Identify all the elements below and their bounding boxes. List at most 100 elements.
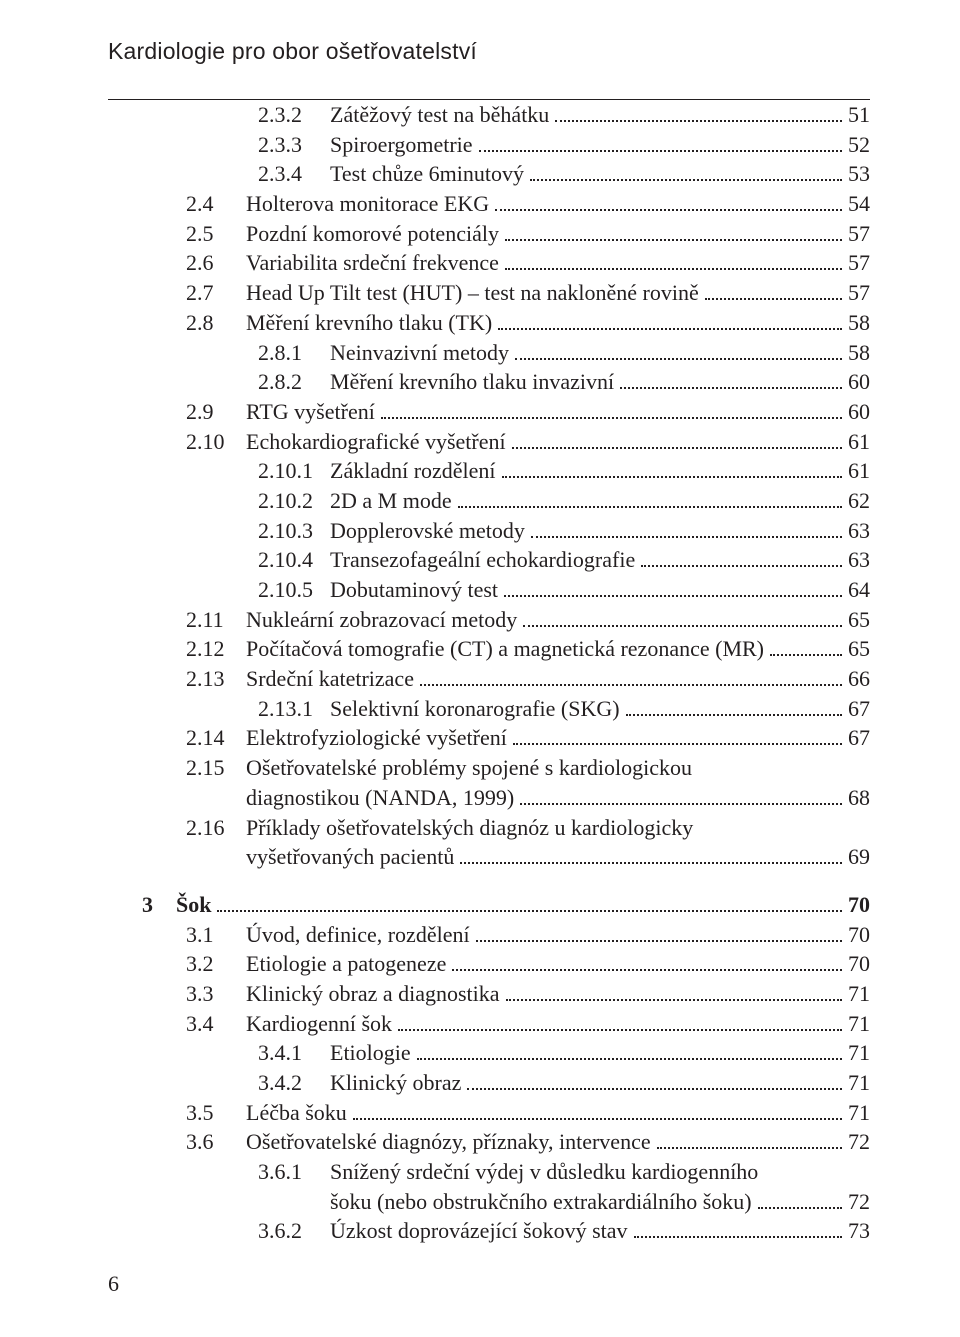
toc-leader <box>626 702 842 716</box>
toc-entry-number: 2.13.1 <box>258 694 330 724</box>
toc-entry-title: Příklady ošetřovatelských diagnóz u kard… <box>246 813 693 843</box>
toc-entry: 2.14Elektrofyziologické vyšetření67 <box>186 723 870 753</box>
toc-entry: 2.10.3Dopplerovské metody63 <box>186 516 870 546</box>
toc-entry: 3.4.1Etiologie 71 <box>186 1038 870 1068</box>
toc-entry-title: Spiroergometrie <box>330 130 473 160</box>
toc-entry: 3.4Kardiogenní šok71 <box>186 1009 870 1039</box>
toc-entry-number: 2.8 <box>186 308 246 338</box>
toc-entry-title: Šok <box>176 890 211 920</box>
toc-entry-number: 2.6 <box>186 248 246 278</box>
toc-entry-number: 3.4 <box>186 1009 246 1039</box>
toc-entry-number: 2.5 <box>186 219 246 249</box>
toc-entry-continuation: vyšetřovaných pacientů69 <box>186 842 870 872</box>
toc-entry-title: 2D a M mode <box>330 486 452 516</box>
toc-entry-page: 63 <box>846 545 870 575</box>
toc-entry: 2.3.4Test chůze 6minutový53 <box>186 159 870 189</box>
toc-entry-title: Počítačová tomografie (CT) a magnetická … <box>246 634 764 664</box>
toc-entry-title: RTG vyšetření <box>246 397 375 427</box>
running-head: Kardiologie pro obor ošetřovatelství <box>108 38 870 65</box>
toc-leader <box>452 957 842 971</box>
toc-entry-continuation: šoku (nebo obstrukčního extrakardiálního… <box>186 1187 870 1217</box>
toc-entry-number: 2.3.3 <box>258 130 330 160</box>
toc-entry-number: 2.14 <box>186 723 246 753</box>
toc-entry-number: 2.3.2 <box>258 100 330 130</box>
toc-leader <box>504 583 842 597</box>
toc-entry: 2.16Příklady ošetřovatelských diagnóz u … <box>186 813 870 843</box>
toc-entry-number: 2.9 <box>186 397 246 427</box>
toc-entry-number: 3.6.2 <box>258 1216 330 1246</box>
toc-leader <box>620 375 842 389</box>
toc-entry-page: 66 <box>846 664 870 694</box>
toc-leader <box>513 731 842 745</box>
toc-leader <box>217 898 842 912</box>
toc-entry-page: 67 <box>846 694 870 724</box>
toc-chapter-gap <box>186 872 870 890</box>
toc-entry-title: Měření krevního tlaku invazivní <box>330 367 614 397</box>
toc-leader <box>523 613 842 627</box>
toc-entry-number: 2.11 <box>186 605 246 635</box>
toc-leader <box>531 524 842 538</box>
toc-entry-title: Pozdní komorové potenciály <box>246 219 499 249</box>
toc-entry-number: 3.2 <box>186 949 246 979</box>
toc-entry-number: 2.10 <box>186 427 246 457</box>
toc-entry: 2.10Echokardiografické vyšetření61 <box>186 427 870 457</box>
toc-entry: 2.5Pozdní komorové potenciály57 <box>186 219 870 249</box>
toc-entry-page: 68 <box>846 783 870 813</box>
toc-entry-title: Head Up Tilt test (HUT) – test na naklon… <box>246 278 699 308</box>
toc-entry-title: Úvod, definice, rozdělení <box>246 920 470 950</box>
toc-entry-title: Kardiogenní šok <box>246 1009 392 1039</box>
toc-leader <box>381 405 842 419</box>
toc-entry-title: Zátěžový test na běhátku <box>330 100 549 130</box>
toc-entry-page: 65 <box>846 605 870 635</box>
toc-leader <box>458 494 842 508</box>
toc-entry: 3.1Úvod, definice, rozdělení70 <box>186 920 870 950</box>
toc-entry-title: Etiologie a patogeneze <box>246 949 446 979</box>
toc-entry: 2.10.5Dobutaminový test64 <box>186 575 870 605</box>
toc-entry-title: Echokardiografické vyšetření <box>246 427 506 457</box>
toc-entry: 3Šok70 <box>142 890 870 920</box>
toc-entry-page: 60 <box>846 367 870 397</box>
toc-entry-page: 52 <box>846 130 870 160</box>
toc-entry: 2.10.4Transezofageální echokardiografie6… <box>186 545 870 575</box>
toc-entry-title: Snížený srdeční výdej v důsledku kardiog… <box>330 1157 758 1187</box>
toc-leader <box>505 227 842 241</box>
toc-entry-title: Ošetřovatelské problémy spojené s kardio… <box>246 753 692 783</box>
toc-leader <box>770 642 842 656</box>
toc-entry-number: 2.15 <box>186 753 246 783</box>
toc-entry-title: Dopplerovské metody <box>330 516 525 546</box>
toc-leader <box>641 553 842 567</box>
toc-entry-number: 3 <box>142 890 176 920</box>
toc-entry-number: 3.4.1 <box>258 1038 330 1068</box>
toc-entry-number: 2.10.5 <box>258 575 330 605</box>
toc-entry: 2.11Nukleární zobrazovací metody65 <box>186 605 870 635</box>
toc-entry-number: 2.13 <box>186 664 246 694</box>
toc-entry: 2.3.3Spiroergometrie 52 <box>186 130 870 160</box>
toc-entry: 2.6Variabilita srdeční frekvence57 <box>186 248 870 278</box>
toc-leader <box>495 197 842 211</box>
toc-leader <box>420 672 842 686</box>
toc-entry-title: Selektivní koronarografie (SKG) <box>330 694 620 724</box>
toc-entry-page: 71 <box>846 1038 870 1068</box>
toc-leader <box>634 1224 842 1238</box>
page: Kardiologie pro obor ošetřovatelství 2.3… <box>0 0 960 1337</box>
toc-entry-title: Etiologie <box>330 1038 411 1068</box>
toc-entry-title: Variabilita srdeční frekvence <box>246 248 499 278</box>
toc-entry-number: 3.4.2 <box>258 1068 330 1098</box>
toc-leader <box>657 1135 842 1149</box>
toc-leader <box>705 286 842 300</box>
toc-entry-title: Dobutaminový test <box>330 575 498 605</box>
toc-entry-number: 2.3.4 <box>258 159 330 189</box>
toc-leader <box>467 1076 842 1090</box>
toc-entry-title: Test chůze 6minutový <box>330 159 524 189</box>
toc-entry-title: Neinvazivní metody <box>330 338 509 368</box>
toc-entry-page: 62 <box>846 486 870 516</box>
toc-entry: 3.6.2Úzkost doprovázející šokový stav73 <box>186 1216 870 1246</box>
toc-entry-page: 58 <box>846 308 870 338</box>
toc-entry-page: 58 <box>846 338 870 368</box>
toc-entry-page: 61 <box>846 456 870 486</box>
toc-entry-page: 54 <box>846 189 870 219</box>
toc-leader <box>555 108 842 122</box>
toc-entry-page: 69 <box>846 842 870 872</box>
toc-entry: 3.6Ošetřovatelské diagnózy, příznaky, in… <box>186 1127 870 1157</box>
toc-entry-page: 60 <box>846 397 870 427</box>
